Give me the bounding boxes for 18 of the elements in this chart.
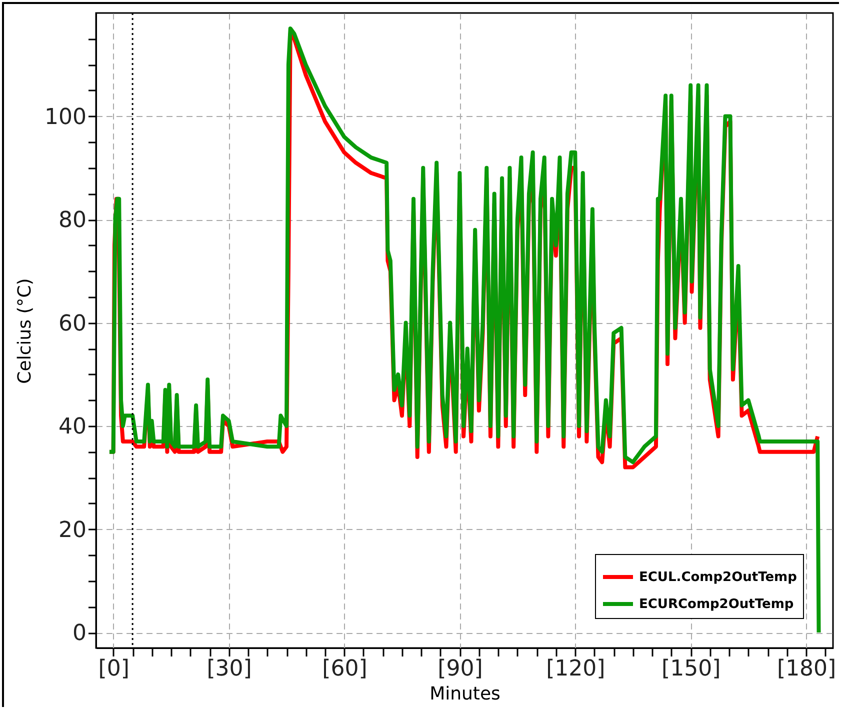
y-tick-label: 40	[58, 414, 86, 440]
x-tick-label: [120]	[546, 656, 606, 682]
legend-label: ECUL.Comp2OutTemp	[639, 570, 797, 585]
y-axis-title: Celcius (°C)	[14, 278, 36, 384]
x-tick-label: [150]	[662, 656, 721, 682]
x-tick-label: [90]	[438, 656, 483, 682]
y-tick-label: 20	[58, 518, 86, 543]
y-tick-label: 80	[58, 208, 86, 234]
x-tick-label: [0]	[98, 656, 130, 682]
y-tick-label: 0	[72, 621, 86, 646]
x-tick-label: [30]	[206, 656, 252, 682]
legend-label: ECURComp2OutTemp	[639, 597, 794, 612]
x-tick-label: [60]	[322, 656, 368, 682]
line-series	[107, 26, 821, 635]
y-tick-label: 60	[58, 311, 86, 336]
x-tick-label: [180]	[776, 656, 836, 682]
y-tick-label: 100	[44, 104, 86, 130]
x-axis-title: Minutes	[430, 684, 500, 704]
